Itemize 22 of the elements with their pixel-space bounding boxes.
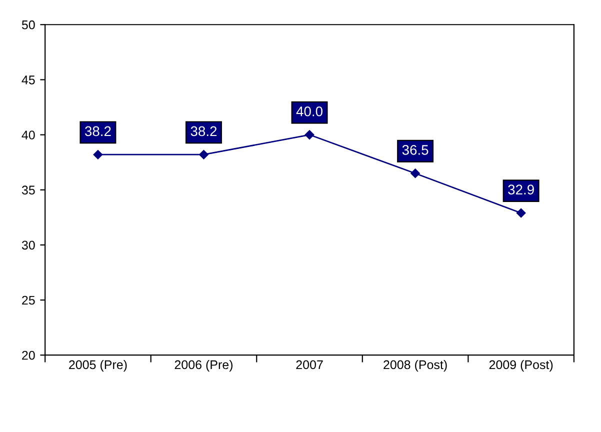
x-tick-label: 2007 [296,360,323,370]
y-tick-label: 25 [22,296,35,305]
data-label: 40.0 [296,106,322,116]
point [410,168,420,178]
y-tick-label: 35 [22,186,35,195]
data-label: 36.5 [402,145,428,155]
x-tick-label: 2005 (Pre) [69,360,127,372]
x-tick-label: 2006 (Pre) [174,360,232,372]
y-tick-label: 40 [22,130,35,140]
y-tick-label: 20 [22,350,35,360]
x-tick-label: 2008 (Post) [384,360,447,372]
y-tick-label: 50 [22,20,35,30]
data-label: 38.2 [190,126,217,136]
point [93,150,103,160]
y-tick-label: 30 [22,240,35,250]
point [304,130,314,140]
data-label: 32.9 [508,184,534,195]
y-tick-label: 45 [22,76,35,84]
data-label: 38.2 [84,126,111,136]
point [199,150,208,160]
x-tick-label: 2009 (Post) [489,360,553,372]
point [516,208,526,218]
